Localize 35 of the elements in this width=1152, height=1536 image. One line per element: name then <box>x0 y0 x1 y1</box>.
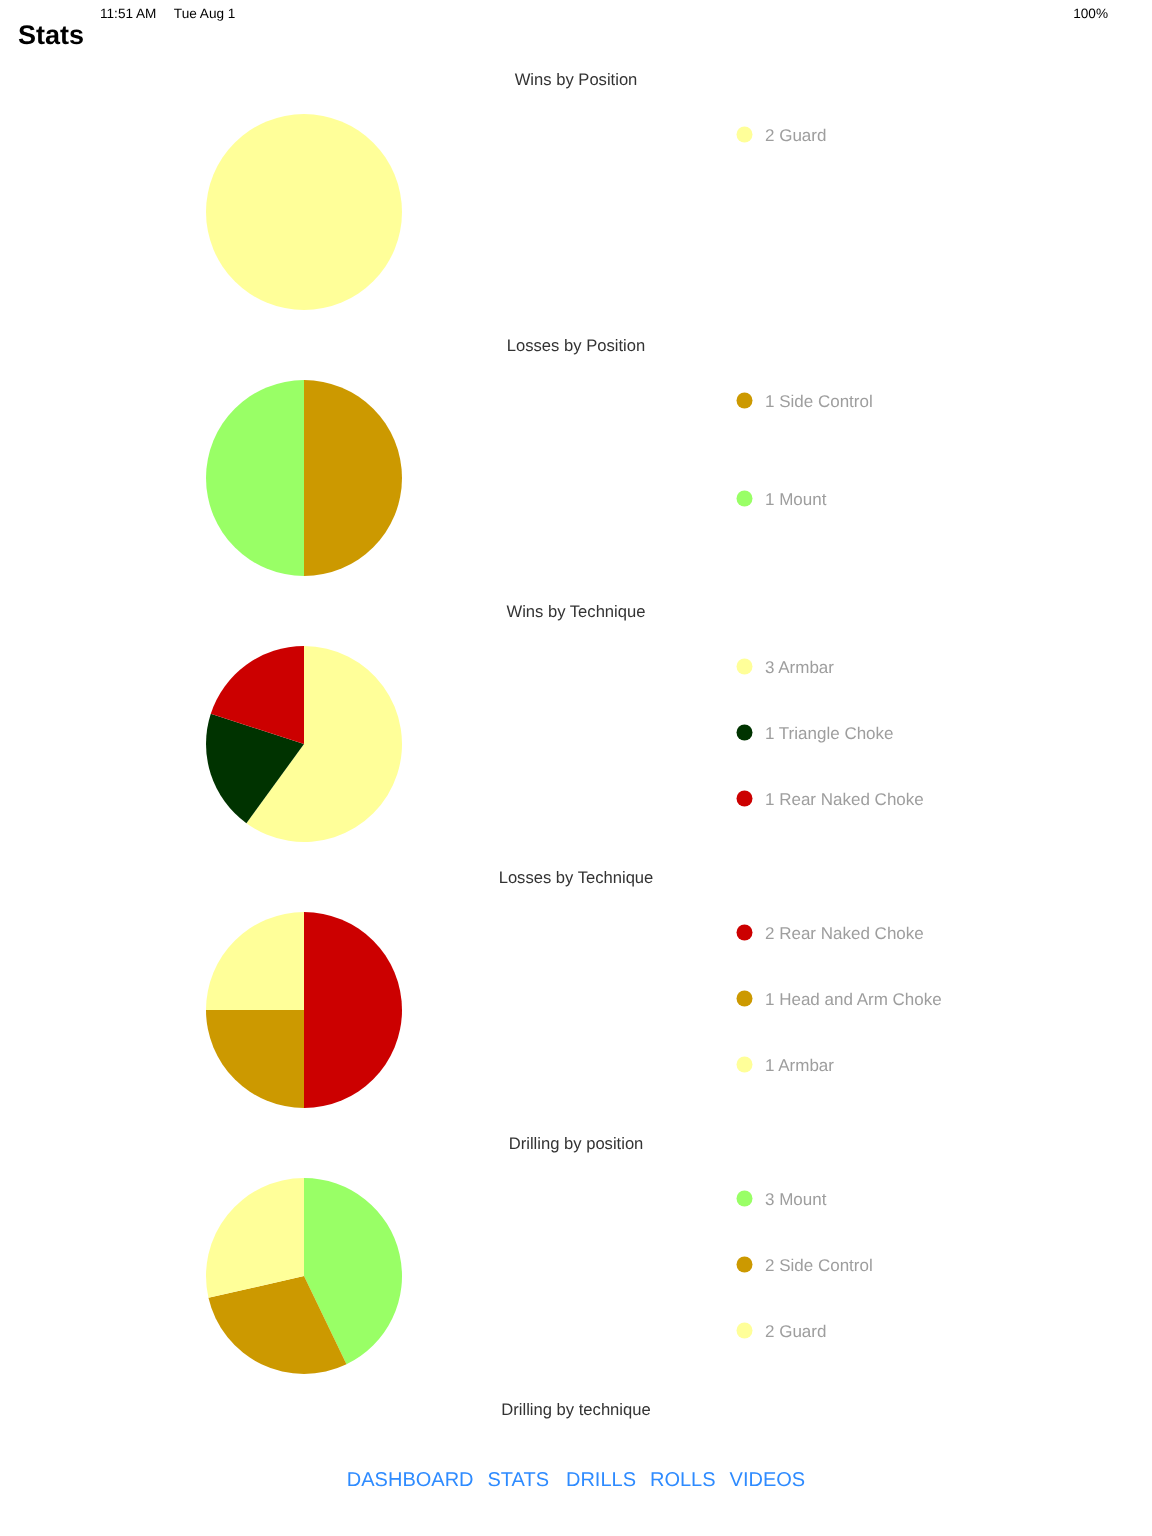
text: DASHBOARD <box>346 1470 474 1492</box>
text: DRILLS <box>565 1470 637 1492</box>
pie-slice <box>304 380 402 576</box>
text: Stats <box>18 20 85 50</box>
legend-label: 2 Side Control <box>765 1254 873 1275</box>
pie-slice <box>246 646 402 842</box>
legend-label: 1 Armbar <box>765 1054 835 1075</box>
pie-slice <box>206 713 304 824</box>
chart-title: Losses by Position <box>506 335 646 356</box>
legend-label: 3 Armbar <box>765 656 835 677</box>
legend-label: 2 Rear Naked Choke <box>765 922 925 943</box>
pie-slice <box>304 912 402 1108</box>
text: STATS <box>487 1470 550 1492</box>
pie-slice <box>210 646 304 744</box>
text: Drilling by technique <box>501 1399 652 1420</box>
legend-label: 1 Side Control <box>765 390 873 411</box>
chart-title: Losses by Technique <box>498 867 655 888</box>
chart-title: Wins by Technique <box>506 601 647 622</box>
legend-label: 3 Mount <box>765 1188 828 1209</box>
pie-slice <box>206 380 304 576</box>
pie-slice <box>304 1178 402 1365</box>
legend-label: 1 Head and Arm Choke <box>765 988 943 1009</box>
legend-label: 1 Mount <box>765 488 828 509</box>
chart-title: Drilling by position <box>508 1133 645 1154</box>
chart-title: Wins by Position <box>514 69 639 90</box>
text: VIDEOS <box>729 1470 806 1492</box>
legend-label: 2 Guard <box>765 124 827 145</box>
legend-label: 1 Rear Naked Choke <box>765 788 925 809</box>
legend-label: 2 Guard <box>765 1320 827 1341</box>
legend-label: 1 Triangle Choke <box>765 722 895 743</box>
pie-slice <box>206 1010 304 1108</box>
pie-slice <box>208 1276 347 1374</box>
pie-slice <box>206 1178 304 1298</box>
text: ROLLS <box>650 1470 717 1492</box>
pie-slice <box>206 912 304 1010</box>
